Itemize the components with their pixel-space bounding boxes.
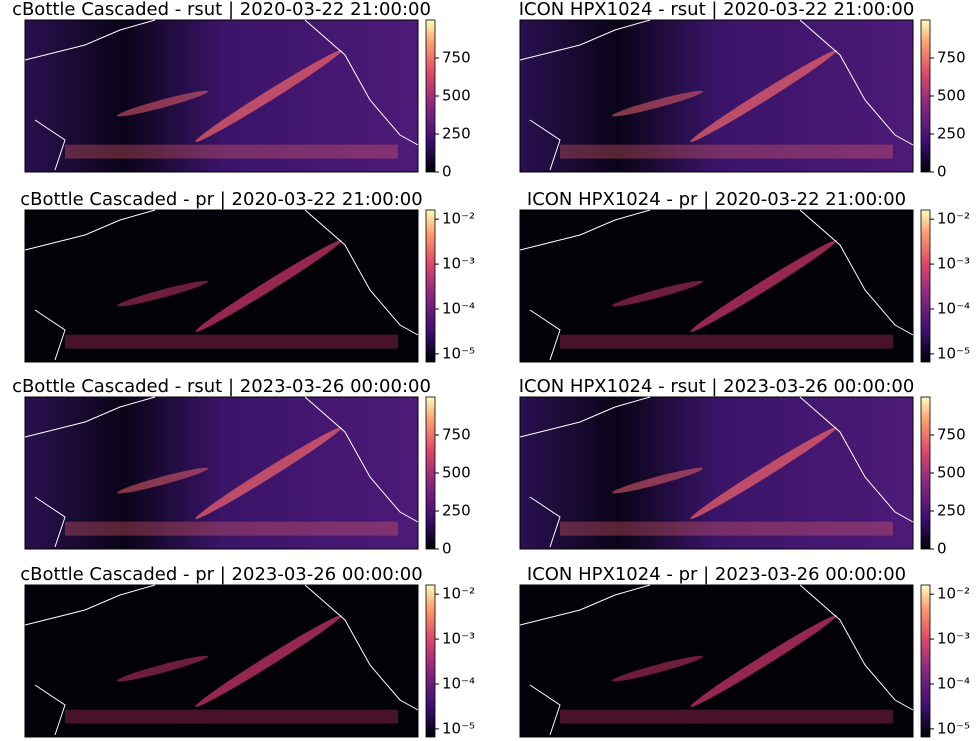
- panel-title: cBottle Cascaded - rsut | 2020-03-22 21:…: [12, 0, 431, 20]
- colorbar-tick-label: 250: [937, 125, 966, 143]
- colorbar: [920, 209, 931, 363]
- map: [519, 584, 914, 738]
- colorbar-tick-label: 0: [442, 163, 452, 181]
- colorbar-tick-label: 10⁻³: [442, 630, 475, 648]
- colorbar-tick-label: 0: [937, 540, 947, 558]
- map-background: [519, 19, 914, 173]
- cloud-band: [116, 90, 209, 117]
- colorbar: [425, 584, 436, 738]
- colorbar-tick-label: 10⁻³: [442, 255, 475, 273]
- coastline: [519, 396, 914, 548]
- colorbar: [920, 396, 931, 550]
- cloud-band: [611, 280, 704, 307]
- colorbar-tick-label: 500: [937, 87, 966, 105]
- cloud-band: [195, 426, 343, 520]
- colorbar-tick-label: 750: [442, 426, 471, 444]
- panel-title: ICON HPX1024 - pr | 2020-03-22 21:00:00: [527, 189, 906, 210]
- colorbar-tick-label: 750: [937, 426, 966, 444]
- panel-title: cBottle Cascaded - rsut | 2023-03-26 00:…: [12, 376, 431, 397]
- colorbar-tick-label: 10⁻⁴: [937, 299, 970, 317]
- coastline: [519, 19, 914, 171]
- colorbar: [920, 19, 931, 173]
- colorbar-tick-label: 10⁻⁵: [442, 344, 475, 362]
- tropical-clouds: [560, 334, 893, 349]
- map: [519, 19, 914, 173]
- cloud-band: [690, 49, 838, 143]
- tropical-clouds: [560, 521, 893, 536]
- colorbar-tick-label: 250: [442, 502, 471, 520]
- colorbar-tick-label: 10⁻⁵: [937, 344, 970, 362]
- panel-title: cBottle Cascaded - pr | 2023-03-26 00:00…: [20, 564, 422, 585]
- panel-title: cBottle Cascaded - pr | 2020-03-22 21:00…: [20, 189, 422, 210]
- coastline: [519, 209, 914, 361]
- colorbar-tick-label: 500: [442, 464, 471, 482]
- cloud-band: [690, 426, 838, 520]
- tropical-clouds: [560, 144, 893, 159]
- cloud-band: [611, 90, 704, 117]
- tropical-clouds: [65, 521, 398, 536]
- coastline: [24, 19, 419, 171]
- map: [24, 19, 419, 173]
- colorbar-tick-label: 10⁻²: [937, 210, 970, 228]
- cloud-band: [195, 49, 343, 143]
- map-background: [519, 584, 914, 738]
- map: [519, 396, 914, 550]
- tropical-clouds: [65, 709, 398, 724]
- cloud-band: [195, 239, 343, 333]
- colorbar: [425, 396, 436, 550]
- panel-title: ICON HPX1024 - rsut | 2020-03-22 21:00:0…: [519, 0, 915, 20]
- cloud-band: [116, 655, 209, 682]
- colorbar-tick-label: 250: [937, 502, 966, 520]
- colorbar-tick-label: 10⁻⁴: [937, 674, 970, 692]
- colorbar-tick-label: 0: [937, 163, 947, 181]
- map-background: [24, 209, 419, 363]
- map-background: [24, 584, 419, 738]
- colorbar-tick-label: 10⁻²: [937, 585, 970, 603]
- cloud-band: [611, 655, 704, 682]
- colorbar-tick-label: 10⁻³: [937, 630, 970, 648]
- map: [24, 396, 419, 550]
- tropical-clouds: [560, 709, 893, 724]
- panel-title: ICON HPX1024 - pr | 2023-03-26 00:00:00: [527, 564, 906, 585]
- panel-title: ICON HPX1024 - rsut | 2023-03-26 00:00:0…: [519, 376, 915, 397]
- map: [24, 584, 419, 738]
- colorbar: [425, 19, 436, 173]
- colorbar: [920, 584, 931, 738]
- map-background: [24, 396, 419, 550]
- colorbar-tick-label: 10⁻²: [442, 585, 475, 603]
- tropical-clouds: [65, 334, 398, 349]
- cloud-band: [690, 239, 838, 333]
- colorbar-tick-label: 10⁻⁵: [937, 719, 970, 737]
- coastline: [24, 584, 419, 736]
- map-background: [24, 19, 419, 173]
- colorbar-tick-label: 0: [442, 540, 452, 558]
- cloud-band: [611, 467, 704, 494]
- colorbar-tick-label: 10⁻³: [937, 255, 970, 273]
- colorbar-tick-label: 250: [442, 125, 471, 143]
- colorbar-tick-label: 750: [442, 49, 471, 67]
- colorbar-tick-label: 10⁻²: [442, 210, 475, 228]
- colorbar-tick-label: 10⁻⁴: [442, 299, 475, 317]
- colorbar-tick-label: 750: [937, 49, 966, 67]
- cloud-band: [116, 467, 209, 494]
- coastline: [24, 209, 419, 361]
- coastline: [519, 584, 914, 736]
- map-background: [519, 209, 914, 363]
- colorbar-tick-label: 10⁻⁴: [442, 674, 475, 692]
- map: [24, 209, 419, 363]
- map: [519, 209, 914, 363]
- map-background: [519, 396, 914, 550]
- tropical-clouds: [65, 144, 398, 159]
- colorbar-tick-label: 500: [442, 87, 471, 105]
- cloud-band: [690, 614, 838, 708]
- colorbar: [425, 209, 436, 363]
- cloud-band: [195, 614, 343, 708]
- cloud-band: [116, 280, 209, 307]
- coastline: [24, 396, 419, 548]
- colorbar-tick-label: 500: [937, 464, 966, 482]
- colorbar-tick-label: 10⁻⁵: [442, 719, 475, 737]
